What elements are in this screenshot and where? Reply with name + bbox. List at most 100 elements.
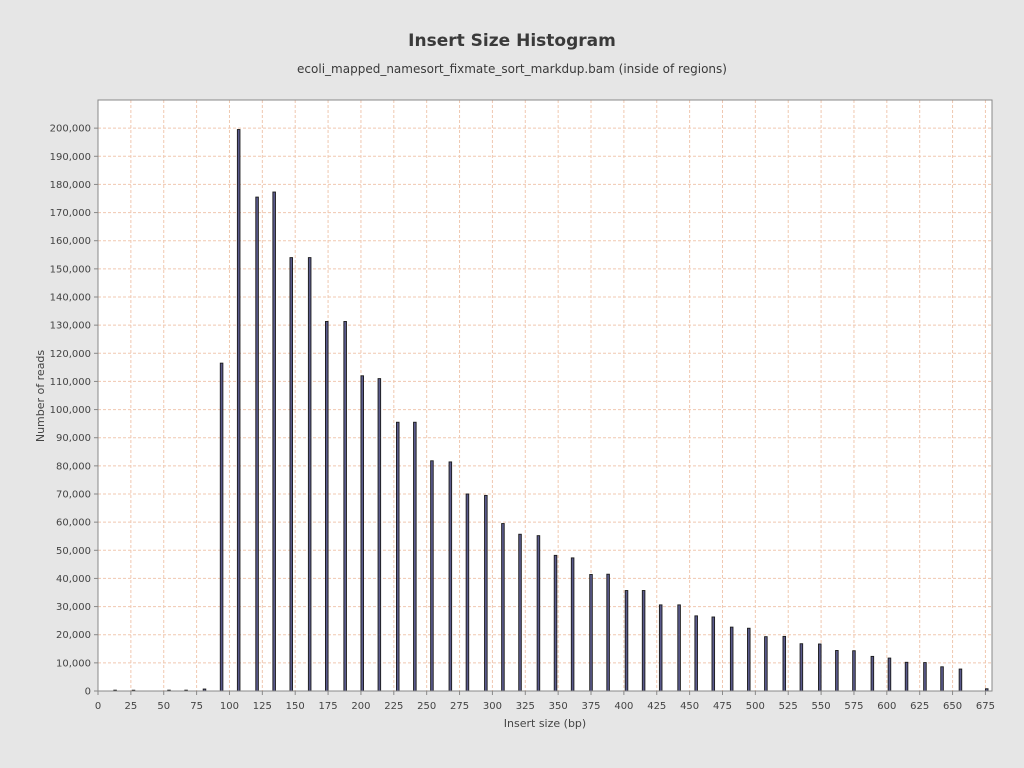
- histogram-bar: [624, 590, 629, 692]
- plot-area: [98, 100, 992, 691]
- histogram-bars: [113, 129, 989, 692]
- y-tick-label: 110,000: [50, 377, 91, 388]
- histogram-bar: [553, 554, 558, 692]
- y-tick-label: 180,000: [50, 180, 91, 191]
- histogram-bar: [307, 257, 312, 692]
- histogram-bar: [377, 378, 382, 692]
- histogram-bar: [325, 321, 329, 692]
- histogram-bar: [782, 635, 787, 692]
- y-tick-label: 80,000: [56, 461, 91, 472]
- y-tick-label: 100,000: [50, 405, 91, 416]
- y-tick-label: 90,000: [56, 433, 91, 444]
- y-tick-label: 200,000: [50, 124, 91, 135]
- x-tick-label: 500: [746, 701, 765, 712]
- y-tick-label: 50,000: [56, 546, 91, 557]
- histogram-bar: [606, 573, 610, 692]
- y-tick-label: 120,000: [50, 349, 91, 360]
- x-tick-label: 450: [680, 701, 699, 712]
- x-tick-label: 325: [516, 701, 535, 712]
- y-tick-label: 130,000: [50, 321, 91, 332]
- x-axis-label: Insert size (bp): [504, 717, 586, 730]
- y-tick-label: 0: [85, 687, 91, 698]
- histogram-bar: [799, 643, 804, 692]
- x-tick-label: 475: [713, 701, 732, 712]
- x-tick-label: 375: [581, 701, 600, 712]
- histogram-bar: [747, 627, 751, 692]
- x-tick-label: 75: [190, 701, 203, 712]
- histogram-bar: [536, 535, 541, 692]
- x-tick-label: 300: [483, 701, 502, 712]
- y-tick-label: 70,000: [56, 490, 91, 501]
- histogram-bar: [430, 460, 434, 692]
- histogram-bar: [343, 321, 347, 692]
- x-tick-label: 600: [877, 701, 896, 712]
- chart-title: Insert Size Histogram: [408, 31, 616, 51]
- y-tick-label: 150,000: [50, 264, 91, 275]
- x-axis-ticks: 0 25 50 75 100 125 150 175 200 225 250 275 300 325 350…: [95, 691, 995, 712]
- y-tick-label: 140,000: [50, 293, 91, 304]
- histogram-bar: [501, 523, 505, 692]
- histogram-bar: [465, 493, 470, 692]
- x-tick-label: 400: [614, 701, 633, 712]
- histogram-bar: [219, 362, 224, 692]
- x-tick-label: 225: [384, 701, 403, 712]
- chart-subtitle: ecoli_mapped_namesort_fixmate_sort_markd…: [297, 62, 727, 76]
- histogram-bar: [396, 421, 400, 692]
- histogram-bar: [570, 557, 575, 692]
- histogram-bar: [852, 650, 856, 692]
- x-tick-label: 175: [319, 701, 338, 712]
- x-tick-label: 25: [125, 701, 138, 712]
- histogram-bar: [870, 655, 875, 692]
- y-tick-label: 160,000: [50, 236, 91, 247]
- histogram-bar: [272, 191, 276, 692]
- x-tick-label: 525: [779, 701, 798, 712]
- x-tick-label: 50: [157, 701, 170, 712]
- y-axis-label: Number of reads: [34, 350, 47, 443]
- x-tick-label: 250: [417, 701, 436, 712]
- x-tick-label: 200: [351, 701, 370, 712]
- histogram-bar: [589, 574, 593, 692]
- histogram-bar: [641, 590, 646, 692]
- y-tick-label: 30,000: [56, 602, 91, 613]
- x-tick-label: 625: [910, 701, 929, 712]
- histogram-bar: [764, 636, 768, 692]
- y-tick-label: 20,000: [56, 630, 91, 641]
- histogram-bar: [289, 257, 294, 692]
- x-tick-label: 350: [549, 701, 568, 712]
- x-tick-label: 675: [976, 701, 995, 712]
- histogram-bar: [448, 461, 453, 692]
- x-tick-label: 125: [253, 701, 272, 712]
- y-tick-label: 40,000: [56, 574, 91, 585]
- histogram-bar: [887, 657, 892, 692]
- x-tick-label: 150: [286, 701, 305, 712]
- histogram-bar: [940, 666, 944, 692]
- histogram-bar: [694, 615, 698, 692]
- x-tick-label: 650: [943, 701, 962, 712]
- x-tick-label: 275: [450, 701, 469, 712]
- histogram-bar: [835, 650, 839, 692]
- histogram-bar: [484, 494, 488, 692]
- y-tick-label: 190,000: [50, 152, 91, 163]
- x-tick-label: 100: [220, 701, 239, 712]
- x-tick-label: 575: [844, 701, 863, 712]
- histogram-bar: [658, 604, 663, 692]
- histogram-bar: [818, 643, 822, 692]
- x-tick-label: 550: [812, 701, 831, 712]
- y-axis-ticks: 0 10,000 20,000 30,000 40,000 50,000 60,000 70,…: [50, 124, 98, 698]
- histogram-bar: [711, 616, 716, 692]
- histogram-bar: [360, 375, 365, 692]
- histogram-bar: [958, 668, 963, 692]
- histogram-bar: [677, 604, 681, 692]
- histogram-bar: [923, 662, 927, 692]
- histogram-bar: [255, 196, 259, 692]
- histogram-bar: [729, 626, 734, 692]
- x-tick-label: 425: [647, 701, 666, 712]
- y-tick-label: 60,000: [56, 518, 91, 529]
- y-tick-label: 10,000: [56, 658, 91, 669]
- plot-border: [97, 99, 993, 692]
- x-tick-label: 0: [95, 701, 101, 712]
- y-tick-label: 170,000: [50, 208, 91, 219]
- histogram-bar: [904, 661, 909, 692]
- histogram-bar: [236, 129, 241, 692]
